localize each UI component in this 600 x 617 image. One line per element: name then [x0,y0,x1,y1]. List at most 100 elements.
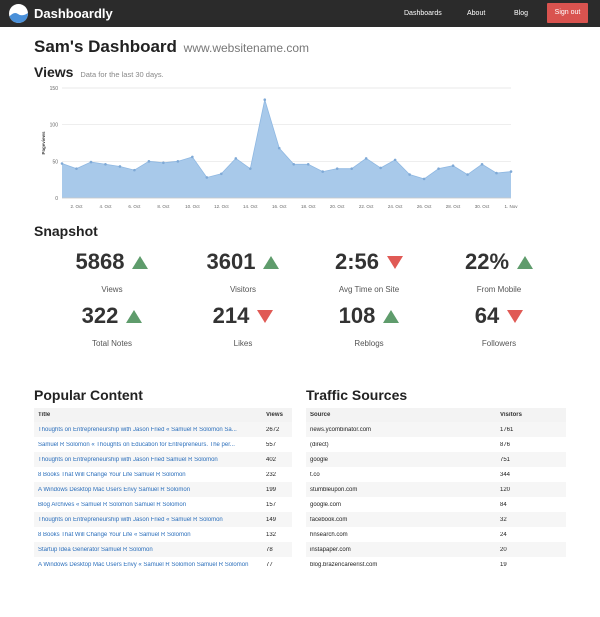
data-point [176,160,180,163]
content-title-link[interactable]: Thoughts on Entrepreneurship with Jason … [38,516,223,523]
x-tick-label: 22. Oct [359,204,374,209]
popular-content-table: Title Views Thoughts on Entrepreneurship… [34,408,292,572]
table-row: Thoughts on Entrepreneurship with Jason … [34,512,292,527]
stat-label: Likes [233,339,253,348]
nav-link-dashboards[interactable]: Dashboards [404,10,442,17]
content-title-link[interactable]: Startup Idea Generator Samuel R Solomon [38,546,153,553]
data-point [118,165,122,168]
x-tick-label: 4. Oct [99,204,112,209]
x-tick-label: 6. Oct [128,204,141,209]
traffic-visitors: 1761 [500,426,514,433]
data-point [147,160,151,163]
x-tick-label: 14. Oct [243,204,258,209]
stat-value: 322 [81,303,119,328]
website-url[interactable]: www.websitename.com [183,41,310,55]
trend-up-icon [132,255,149,269]
content-views: 157 [266,501,277,508]
traffic-visitors: 84 [500,501,507,508]
x-tick-label: 8. Oct [157,204,170,209]
content-title-link[interactable]: Samuel R Solomon « Thoughts on Education… [38,441,235,448]
stat-value: 64 [474,303,500,328]
x-tick-label: 24. Oct [388,204,403,209]
content-title-link[interactable]: Blog Archives « Samuel R Solomon Samuel … [38,501,187,508]
page-title: Sam's Dashboard www.websitename.com [34,37,309,57]
stat-row: 108 [299,303,439,329]
traffic-visitors: 120 [500,486,511,493]
sign-out-button[interactable]: Sign out [547,3,588,23]
table-row: Thoughts on Entrepreneurship with Jason … [34,422,292,437]
stat-label: Avg Time on Site [338,285,400,294]
x-tick-label: 20. Oct [330,204,345,209]
content-title-link[interactable]: 8 Books That Will Change Your Life Samue… [38,471,186,478]
table-row: Samuel R Solomon « Thoughts on Education… [34,437,292,452]
stat-label: Total Notes [91,339,133,348]
x-tick-label: 26. Oct [417,204,432,209]
data-point [350,167,353,170]
table-row: Thoughts on Entrepreneurship with Jason … [34,452,292,467]
data-point [408,173,411,176]
data-point [133,168,136,172]
traffic-source: t.co [310,471,320,478]
data-point [89,160,93,164]
content-title-link[interactable]: Thoughts on Entrepreneurship with Jason … [38,456,218,463]
x-tick-label: 18. Oct [301,204,316,209]
traffic-source: facebook.com [310,516,348,523]
data-point [191,155,194,159]
data-point [393,158,397,162]
content-views: 232 [266,471,277,478]
y-tick-label: 0 [55,196,58,202]
table-row: A Windows Desktop Mac Users Envy « Samue… [34,557,292,572]
stat-card: 2:56 Avg Time on Site [299,249,439,294]
traffic-source: (direct) [310,441,329,448]
traffic-source: hnsearch.com [310,531,348,538]
content-views: 199 [266,486,277,493]
y-tick-label: 50 [52,159,58,165]
content-title-link[interactable]: A Windows Desktop Mac Users Envy Samuel … [38,486,191,493]
stat-label: Reblogs [354,339,384,348]
stat-row: 22% [429,249,569,275]
brand[interactable]: Dashboardly [9,3,113,24]
stat-card: 108 Reblogs [299,303,439,348]
content-title-link[interactable]: Thoughts on Entrepreneurship with Jason … [38,426,237,433]
stat-card: 322 Total Notes [42,303,182,348]
traffic-source: google [310,456,329,463]
traffic-visitors: 344 [500,471,511,478]
views-note: Data for the last 30 days. [80,70,164,79]
stat-value: 2:56 [334,249,380,274]
x-tick-label: 28. Oct [446,204,461,209]
data-point [306,162,310,166]
table-row: t.co 344 [306,467,566,482]
stat-row: 214 [173,303,313,329]
traffic-visitors: 32 [500,516,507,523]
y-axis-label: Pageviews [41,131,46,155]
traffic-source: instapaper.com [310,546,351,553]
content-title-link[interactable]: 8 Books That Will Change Your Life « Sam… [38,531,191,538]
column-header-source: Source [310,412,331,418]
table-row: 8 Books That Will Change Your Life « Sam… [34,527,292,542]
traffic-visitors: 20 [500,546,507,553]
data-point [60,162,64,165]
data-point [437,167,440,170]
dashboard-title: Sam's Dashboard [34,37,177,56]
data-point [422,177,426,181]
series-line [61,99,512,180]
content-views: 132 [266,531,277,538]
stat-row: 64 [429,303,569,329]
nav-link-blog[interactable]: Blog [514,10,529,17]
data-point [451,164,455,168]
nav-link-about[interactable]: About [467,10,486,17]
views-heading: Views Data for the last 30 days. [34,64,164,80]
data-point [364,157,368,160]
content-title-link[interactable]: A Windows Desktop Mac Users Envy « Samue… [38,561,249,568]
table-row: stumbleupon.com 120 [306,482,566,497]
traffic-source: blog.brazencareerist.com [310,561,378,568]
column-header-title: Title [38,412,51,418]
data-point [335,167,339,170]
content-views: 149 [266,516,277,523]
table-row: blog.brazencareerist.com 19 [306,557,566,572]
data-point [321,170,325,173]
stat-value: 3601 [206,249,256,274]
data-point [234,157,238,160]
data-point [466,173,469,176]
table-row: hnsearch.com 24 [306,527,566,542]
